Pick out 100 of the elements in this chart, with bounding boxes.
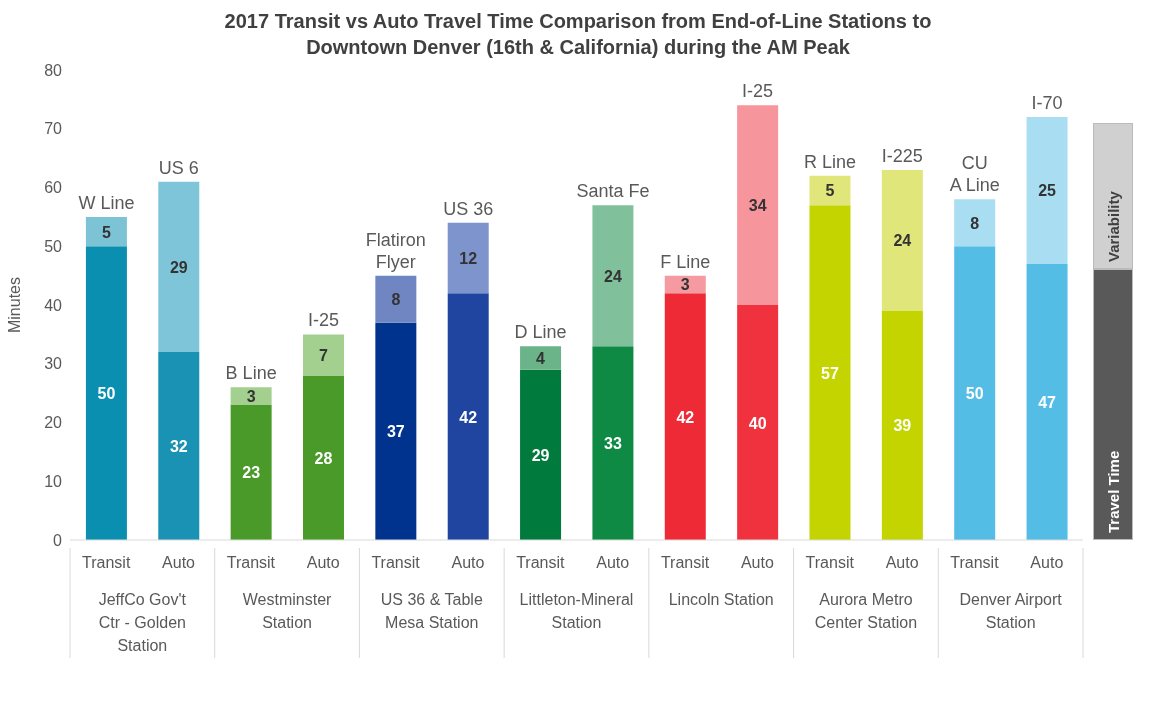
- text: Denver Airport Station: [959, 591, 1063, 631]
- x-tick-label: Transit: [82, 554, 131, 571]
- data-label: 39: [893, 417, 912, 435]
- text: JeffCo Gov't Ctr - Golden Station: [98, 591, 187, 654]
- text: Aurora Metro Center Station: [814, 591, 918, 631]
- data-label: 37: [386, 423, 405, 441]
- y-tick-label: 60: [44, 179, 63, 197]
- data-label: 4: [536, 349, 546, 367]
- y-tick-label: 80: [44, 61, 63, 79]
- x-tick-label: Auto: [451, 554, 485, 571]
- y-axis-title: Minutes: [5, 276, 23, 334]
- data-label: 32: [169, 438, 188, 455]
- data-label: 3: [680, 276, 690, 294]
- bar: [85, 246, 127, 540]
- bar: [447, 222, 489, 294]
- annotation: B Line: [225, 363, 277, 384]
- data-label: 24: [604, 267, 622, 285]
- bar: [592, 346, 634, 540]
- data-label: 34: [748, 197, 767, 215]
- chart-title: 2017 Transit vs Auto Travel Time Comparison from End-of-Line Stations to Downtown Denver (16th & California) during the AM Peak: [223, 9, 933, 60]
- x-tick-label: Transit: [660, 554, 710, 571]
- annotation: I-225: [881, 145, 923, 166]
- annotation: US 6: [158, 157, 199, 178]
- text: US 36 & Table Mesa Station: [380, 591, 483, 631]
- bar: [737, 305, 779, 540]
- data-label: 57: [821, 364, 839, 382]
- annotation: I-70: [1031, 93, 1063, 113]
- bar: [881, 310, 923, 540]
- bar: [954, 199, 996, 247]
- bar: [447, 293, 489, 540]
- data-label: 50: [97, 385, 116, 403]
- annotation: F Line: [660, 251, 711, 272]
- data-label: 5: [101, 223, 111, 241]
- data-label: 33: [604, 435, 622, 453]
- bar: [664, 293, 706, 540]
- x-tick-label: Auto: [162, 554, 196, 571]
- data-label: 47: [1038, 393, 1057, 411]
- y-tick-label: 10: [44, 472, 63, 490]
- y-tick-label: 0: [53, 531, 63, 549]
- data-label: 8: [970, 214, 980, 232]
- bar: [302, 334, 344, 376]
- data-label: 23: [242, 464, 261, 482]
- y-tick-label: 50: [44, 237, 63, 255]
- data-label: 28: [314, 449, 333, 467]
- x-tick-label: Auto: [885, 554, 919, 571]
- annotation: Flatiron Flyer: [365, 229, 426, 272]
- data-label: 8: [391, 291, 401, 309]
- bar: [809, 205, 851, 540]
- annotation: I-25: [742, 81, 774, 102]
- bar: [230, 404, 272, 540]
- annotation: R Line: [803, 151, 857, 172]
- y-tick-label: 20: [44, 414, 63, 432]
- x-tick-label: Transit: [516, 554, 566, 571]
- bar: [1026, 117, 1068, 264]
- x-tick-label: Transit: [950, 554, 1000, 571]
- bar: [158, 352, 200, 540]
- data-label: 42: [459, 408, 478, 426]
- y-tick-label: 40: [44, 296, 63, 314]
- x-tick-label: Auto: [306, 554, 340, 571]
- bar: [1026, 263, 1068, 540]
- data-label: 3: [246, 388, 256, 406]
- x-tick-label: Transit: [226, 554, 276, 571]
- bar: [230, 387, 272, 405]
- text: Variability: [1105, 190, 1122, 262]
- bar: [592, 205, 634, 347]
- data-label: 25: [1038, 182, 1057, 200]
- data-label: 5: [825, 182, 835, 200]
- annotation: US 36: [443, 198, 494, 219]
- bar: [158, 181, 200, 352]
- data-label: 50: [965, 385, 984, 403]
- text: Lincoln Station: [668, 591, 774, 608]
- bar: [954, 246, 996, 540]
- y-tick-label: 30: [44, 355, 63, 373]
- bar: [737, 105, 779, 305]
- bar: [85, 216, 127, 247]
- x-tick-label: Auto: [1030, 554, 1064, 571]
- annotation: D Line: [514, 322, 567, 343]
- bar: [375, 322, 417, 540]
- text: Westminster Station: [242, 591, 333, 631]
- bar: [520, 346, 562, 370]
- bar: [520, 369, 562, 540]
- annotation: Santa Fe: [576, 181, 650, 202]
- bar: [302, 375, 344, 540]
- data-label: 40: [748, 414, 767, 432]
- annotation: CU A Line: [949, 153, 1000, 196]
- data-label: 24: [893, 232, 912, 250]
- text: Travel Time: [1105, 450, 1122, 533]
- data-label: 12: [459, 250, 478, 267]
- x-tick-label: Transit: [805, 554, 855, 571]
- data-label: 7: [319, 346, 329, 364]
- bar: [375, 275, 417, 323]
- data-label: 29: [169, 258, 188, 276]
- data-label: 29: [531, 446, 550, 464]
- data-label: 42: [676, 408, 695, 426]
- x-tick-label: Transit: [371, 554, 421, 571]
- x-tick-label: Auto: [740, 554, 774, 571]
- bar: [809, 175, 851, 206]
- text: Littleton-Mineral Station: [519, 591, 634, 631]
- annotation: W Line: [78, 192, 135, 213]
- y-tick-label: 70: [44, 120, 63, 138]
